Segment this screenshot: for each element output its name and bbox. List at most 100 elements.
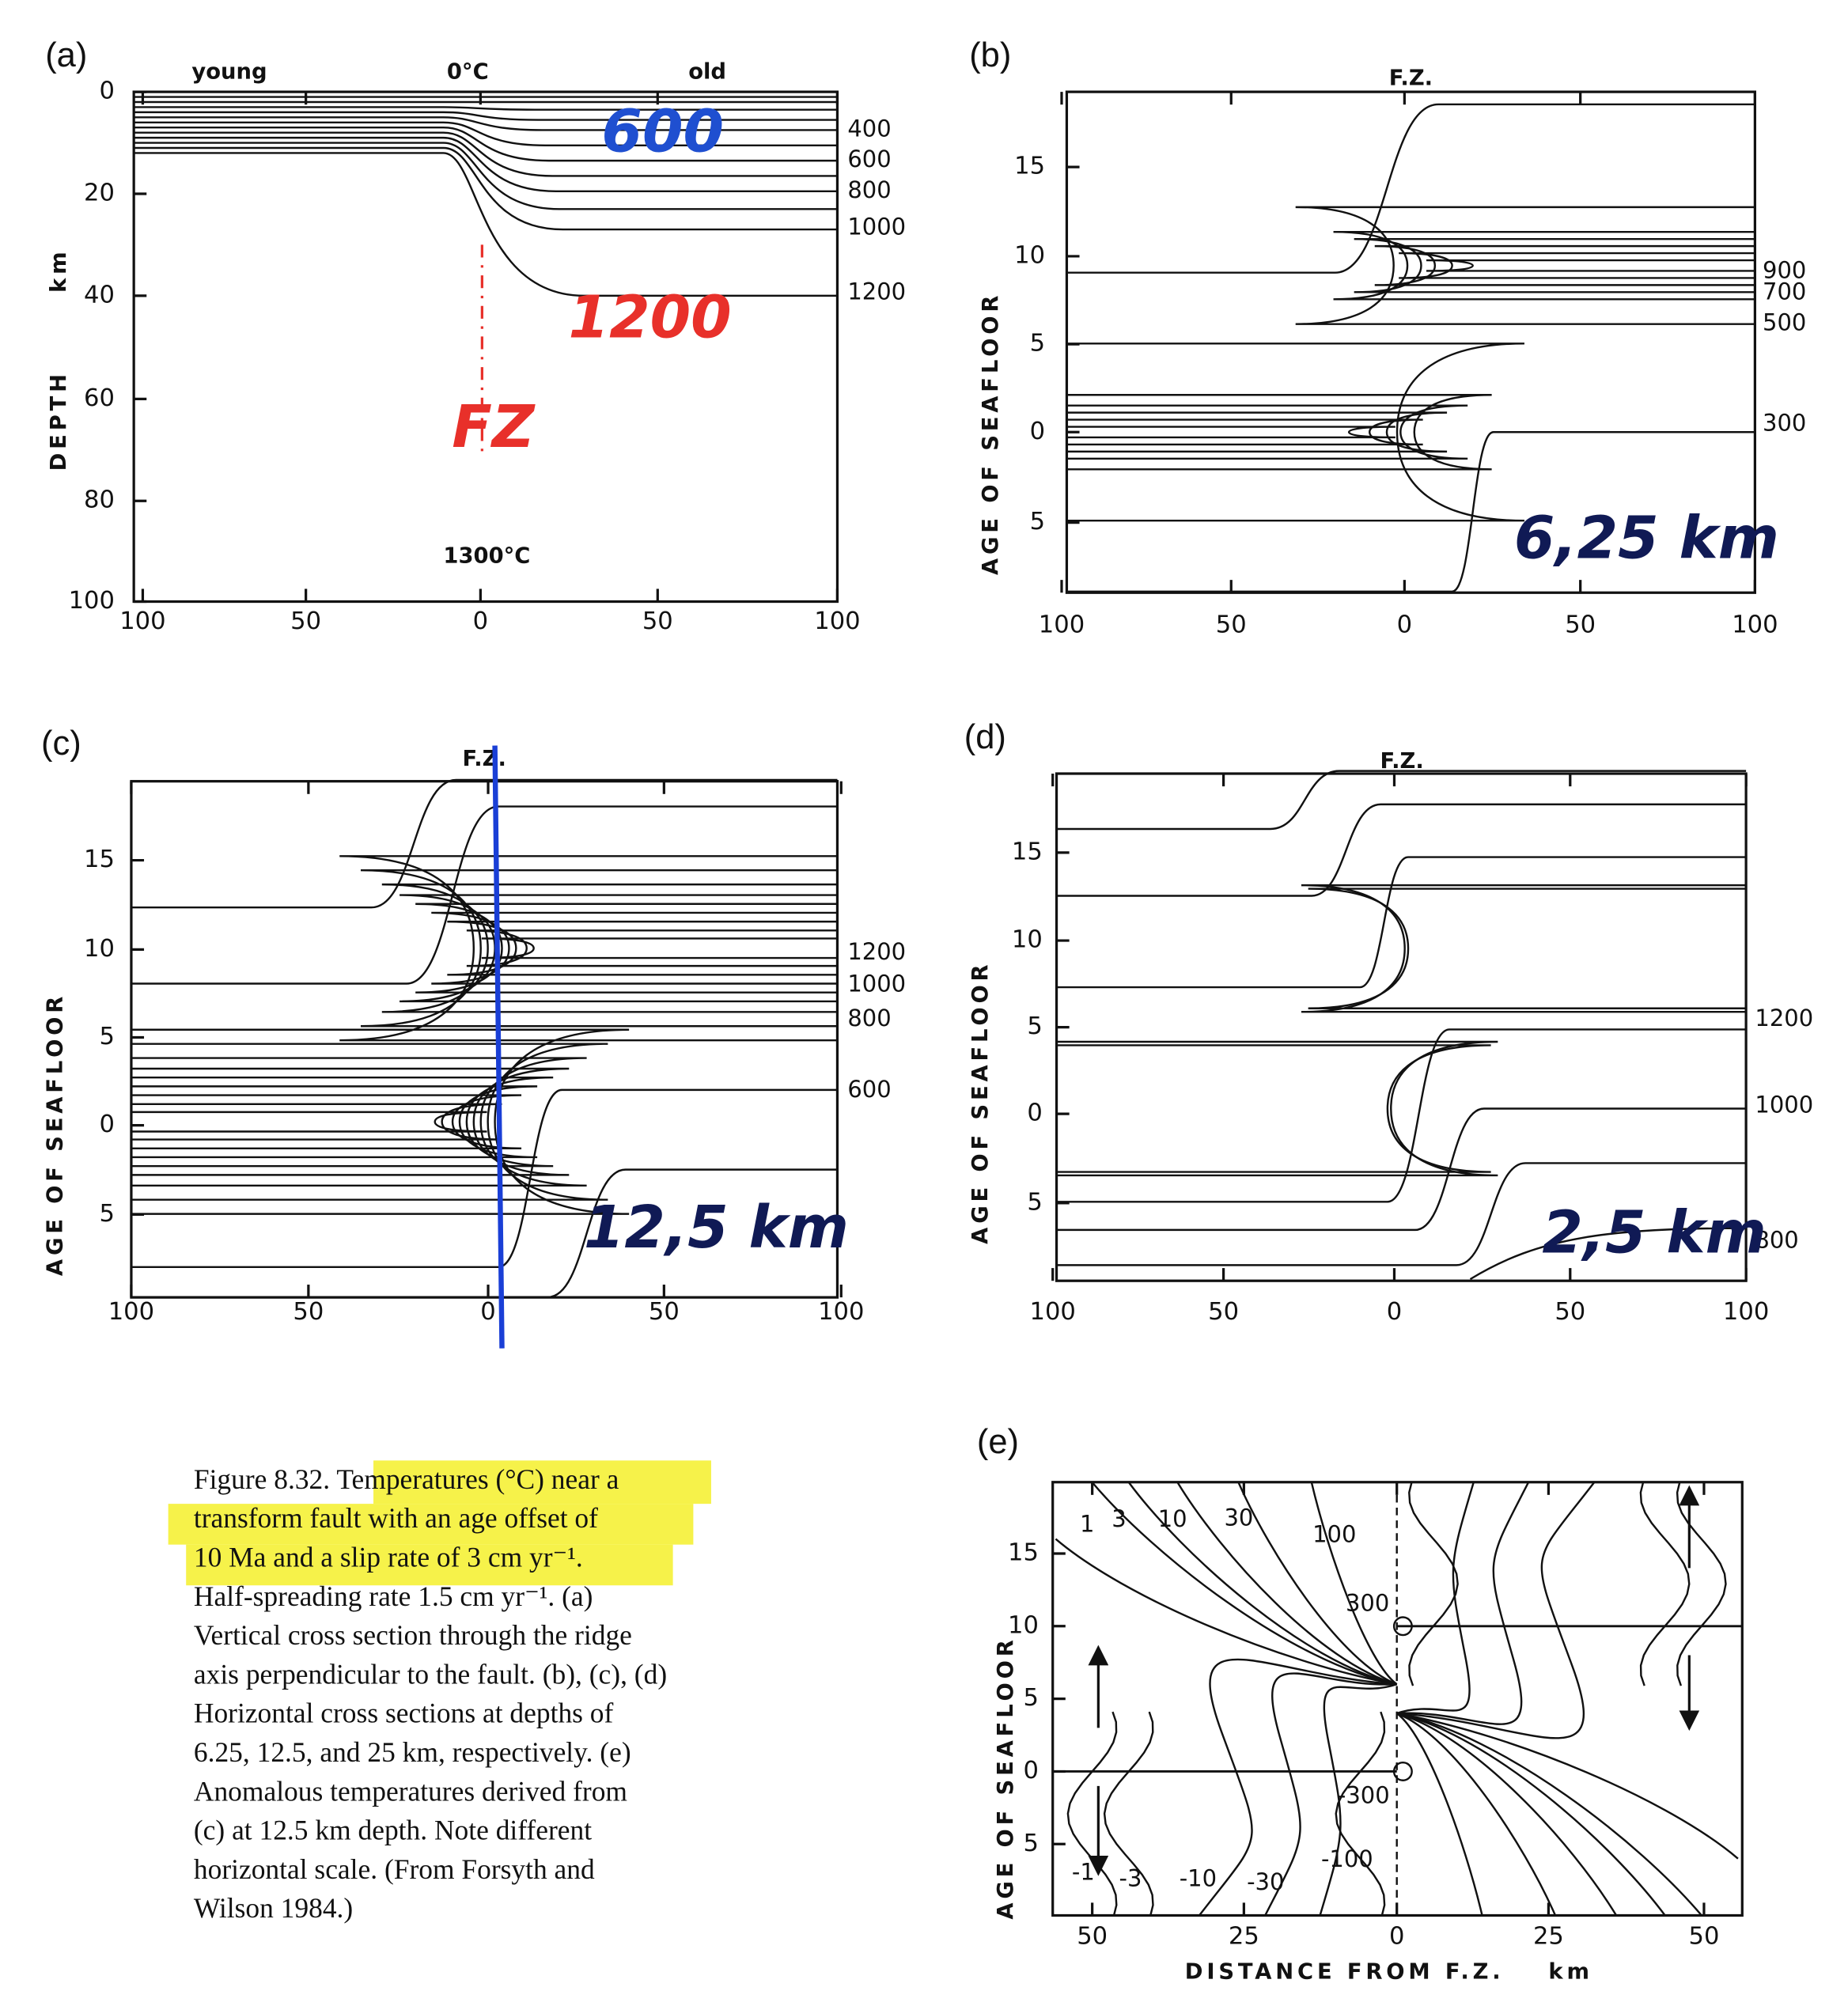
y-tick-label: 0 (1027, 1100, 1042, 1127)
header-label: 0°C (447, 59, 489, 84)
contour (1176, 1482, 1398, 1686)
contour (466, 929, 838, 967)
contour (134, 111, 838, 121)
panel-label: (b) (969, 36, 1011, 74)
y-axis-title: AGE OF SEAFLOOR (968, 961, 993, 1244)
contour-label: 500 (1763, 308, 1806, 335)
y-tick-label: 5 (1027, 1012, 1042, 1040)
y-tick-label: 60 (84, 384, 115, 412)
contour (1399, 252, 1755, 279)
x-tick-label: 100 (1039, 611, 1085, 639)
y-axis-title: AGE OF SEAFLOOR (994, 1636, 1018, 1919)
highlight (168, 1504, 694, 1545)
y-tick-label: 100 (69, 587, 115, 615)
contour (1066, 394, 1492, 471)
contour (131, 1103, 502, 1141)
highlight (373, 1460, 711, 1504)
caption-line: horizontal scale. (From Forsyth and (194, 1853, 595, 1885)
caption-line: Figure 8.32. Temperatures (°C) near a (194, 1463, 619, 1495)
y-tick-label: 10 (84, 935, 115, 963)
x-tick-label: 100 (818, 1298, 864, 1326)
x-tick-label: 50 (649, 1298, 680, 1326)
handwritten-note: 600 (601, 97, 724, 165)
x-tick-label: 25 (1533, 1922, 1564, 1950)
contour-label: 1200 (847, 938, 906, 965)
contour (1103, 1711, 1154, 1916)
y-tick-label: 5 (100, 1200, 115, 1228)
caption-line: axis perpendicular to the fault. (b), (c… (194, 1658, 667, 1690)
y-tick-label: 5 (1024, 1684, 1039, 1712)
x-tick-label: 50 (1565, 611, 1596, 639)
contour-label: 1200 (847, 278, 906, 305)
x-tick-label: 50 (1688, 1922, 1719, 1950)
x-tick-label: 100 (814, 607, 860, 635)
y-tick-label: 80 (84, 486, 115, 514)
panel-label: (d) (964, 718, 1006, 756)
y-tick-label: 10 (1014, 241, 1045, 269)
x-tick-label: 25 (1229, 1922, 1259, 1950)
caption-line: (c) at 12.5 km depth. Note different (194, 1815, 592, 1846)
contour (431, 911, 838, 985)
contour (1396, 1712, 1739, 1860)
contour-label: 700 (1763, 278, 1806, 305)
contour (1295, 206, 1755, 325)
contour-label: 600 (847, 146, 891, 172)
contour (1066, 431, 1755, 593)
contour-label: 1000 (847, 213, 906, 240)
contour (134, 146, 838, 231)
plot-frame (132, 90, 839, 604)
x-tick-label: 50 (290, 607, 321, 635)
contour-label: 800 (1755, 1226, 1798, 1253)
loop (1392, 1761, 1413, 1781)
contour-label: 30 (1224, 1504, 1253, 1531)
contour (1066, 1711, 1118, 1916)
contour (1396, 1712, 1617, 1916)
contour (134, 131, 838, 177)
header-label: F.Z. (463, 747, 506, 771)
contour (134, 106, 838, 111)
y-tick-label: 40 (84, 281, 115, 308)
contour (1354, 237, 1755, 293)
contour (1308, 888, 1747, 1009)
contour (339, 855, 838, 1042)
y-axis-title: AGE OF SEAFLOOR (979, 292, 1003, 575)
contour (1056, 1107, 1747, 1232)
contour (1237, 1482, 1398, 1686)
loop (1392, 1616, 1413, 1637)
y-axis-title: DEPTH (47, 370, 71, 471)
contour (1676, 1482, 1727, 1686)
handwritten-note: FZ (452, 393, 536, 461)
y-tick-label: 0 (1030, 418, 1045, 445)
caption-line: Half-spreading rate 1.5 cm yr⁻¹. (a) (194, 1580, 593, 1612)
header-label: young (191, 59, 267, 84)
contour-label: 300 (1763, 410, 1806, 437)
panel-label: (c) (41, 725, 81, 763)
contour-label: -30 (1247, 1868, 1284, 1895)
contour (134, 116, 838, 131)
x-tick-label: 100 (1723, 1298, 1769, 1326)
contour (1426, 259, 1755, 272)
x-tick-label: 0 (480, 1298, 495, 1326)
contour-label: -100 (1321, 1845, 1373, 1872)
contour (1310, 1482, 1398, 1686)
x-tick-label: 50 (293, 1298, 324, 1326)
caption-line: Wilson 1984.) (194, 1892, 353, 1924)
contour (1056, 1028, 1747, 1203)
contour-label: 300 (1346, 1589, 1389, 1616)
y-tick-label: 15 (84, 846, 115, 873)
contour (131, 1028, 630, 1215)
contour (1066, 418, 1423, 446)
contour-label: 1200 (1755, 1005, 1813, 1031)
contour (415, 903, 838, 994)
contour (1335, 1711, 1386, 1916)
contour (1066, 426, 1395, 439)
contour (134, 142, 838, 210)
contour (131, 1088, 838, 1269)
contour (1469, 1227, 1747, 1281)
contour (1066, 103, 1755, 274)
handwritten-note: 1200 (569, 284, 732, 352)
contour (1396, 1712, 1666, 1916)
contour (131, 1076, 554, 1168)
contour (1066, 343, 1524, 522)
